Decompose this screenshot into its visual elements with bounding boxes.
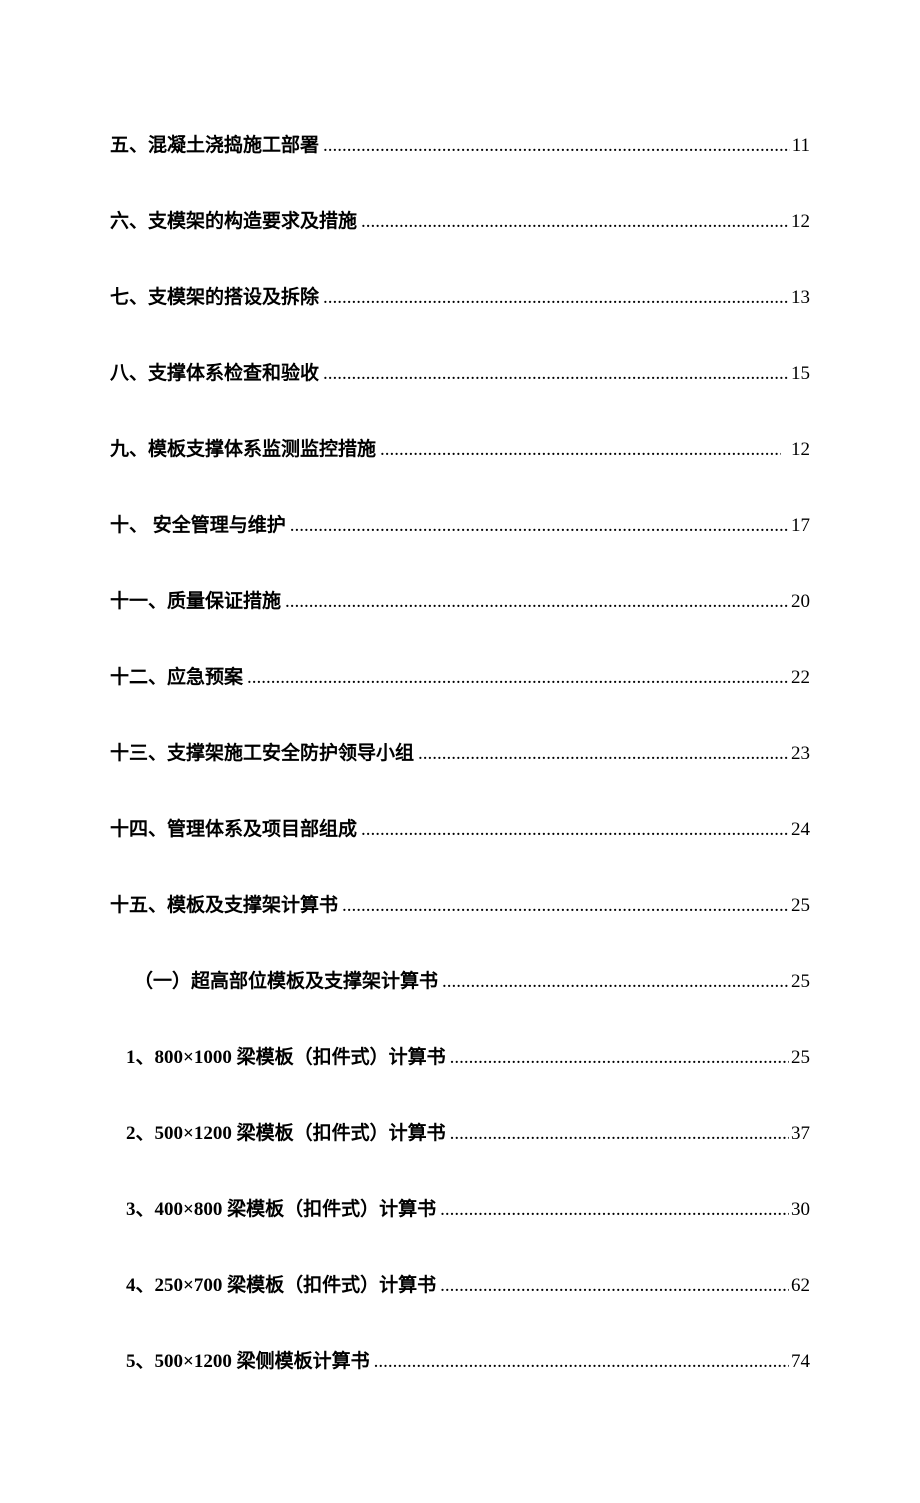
toc-page-number: 17 xyxy=(791,515,810,537)
toc-label: 十二、应急预案 xyxy=(110,662,243,689)
toc-leader-dots xyxy=(380,439,781,461)
toc-leader-dots xyxy=(450,1123,789,1145)
toc-leader-dots xyxy=(440,1275,789,1297)
toc-leader-dots xyxy=(247,667,789,689)
toc-entry: 九、模板支撑体系监测监控措施 12 xyxy=(110,434,810,461)
toc-label: 十四、管理体系及项目部组成 xyxy=(110,814,357,841)
toc-label: 5、500×1200 梁侧模板计算书 xyxy=(126,1346,370,1373)
toc-label: （一）超高部位模板及支撑架计算书 xyxy=(134,966,438,993)
toc-entry: 七、支模架的搭设及拆除 13 xyxy=(110,282,810,309)
toc-entry: 十、 安全管理与维护 17 xyxy=(110,510,810,537)
toc-leader-dots xyxy=(323,135,790,157)
toc-entry: 十一、质量保证措施 20 xyxy=(110,586,810,613)
toc-page-number: 24 xyxy=(791,819,810,841)
toc-page-number: 62 xyxy=(791,1275,810,1297)
toc-leader-dots xyxy=(374,1351,789,1373)
toc-page-number: 22 xyxy=(791,667,810,689)
toc-page-number: 25 xyxy=(791,895,810,917)
toc-page-number: 15 xyxy=(791,363,810,385)
toc-entry: 3、400×800 梁模板（扣件式）计算书 30 xyxy=(110,1194,810,1221)
toc-page-number: 12 xyxy=(791,211,810,233)
toc-entry: 5、500×1200 梁侧模板计算书 74 xyxy=(110,1346,810,1373)
toc-label: 八、支撑体系检查和验收 xyxy=(110,358,319,385)
toc-entry: 4、250×700 梁模板（扣件式）计算书 62 xyxy=(110,1270,810,1297)
toc-entry: （一）超高部位模板及支撑架计算书 25 xyxy=(110,966,810,993)
toc-label: 十五、模板及支撑架计算书 xyxy=(110,890,338,917)
toc-leader-dots xyxy=(450,1047,789,1069)
toc-page-number: 25 xyxy=(791,1047,810,1069)
toc-entry: 1、800×1000 梁模板（扣件式）计算书 25 xyxy=(110,1042,810,1069)
toc-label: 七、支模架的搭设及拆除 xyxy=(110,282,319,309)
toc-page-number: 37 xyxy=(791,1123,810,1145)
toc-entry: 十五、模板及支撑架计算书 25 xyxy=(110,890,810,917)
toc-leader-dots xyxy=(323,287,789,309)
toc-entry: 2、500×1200 梁模板（扣件式）计算书 37 xyxy=(110,1118,810,1145)
table-of-contents: 五、混凝土浇捣施工部署 11 六、支模架的构造要求及措施 12 七、支模架的搭设及拆除 1… xyxy=(110,130,810,1373)
toc-label: 十、 安全管理与维护 xyxy=(110,510,286,537)
toc-label: 2、500×1200 梁模板（扣件式）计算书 xyxy=(126,1118,446,1145)
toc-label: 六、支模架的构造要求及措施 xyxy=(110,206,357,233)
toc-entry: 八、支撑体系检查和验收 15 xyxy=(110,358,810,385)
toc-page-number: 12 xyxy=(783,439,810,461)
toc-page-number: 11 xyxy=(792,135,810,157)
toc-page-number: 23 xyxy=(791,743,810,765)
toc-leader-dots xyxy=(442,971,789,993)
toc-leader-dots xyxy=(440,1199,789,1221)
toc-label: 1、800×1000 梁模板（扣件式）计算书 xyxy=(126,1042,446,1069)
toc-entry: 五、混凝土浇捣施工部署 11 xyxy=(110,130,810,157)
toc-label: 十三、支撑架施工安全防护领导小组 xyxy=(110,738,414,765)
toc-label: 3、400×800 梁模板（扣件式）计算书 xyxy=(126,1194,436,1221)
toc-leader-dots xyxy=(290,515,789,537)
toc-leader-dots xyxy=(323,363,789,385)
document-page: 五、混凝土浇捣施工部署 11 六、支模架的构造要求及措施 12 七、支模架的搭设及拆除 1… xyxy=(0,0,920,1503)
toc-entry: 十三、支撑架施工安全防护领导小组 23 xyxy=(110,738,810,765)
toc-label: 4、250×700 梁模板（扣件式）计算书 xyxy=(126,1270,436,1297)
toc-leader-dots xyxy=(342,895,789,917)
toc-page-number: 13 xyxy=(791,287,810,309)
toc-leader-dots xyxy=(361,819,789,841)
toc-label: 五、混凝土浇捣施工部署 xyxy=(110,130,319,157)
toc-entry: 六、支模架的构造要求及措施 12 xyxy=(110,206,810,233)
toc-leader-dots xyxy=(361,211,789,233)
toc-page-number: 25 xyxy=(791,971,810,993)
toc-entry: 十二、应急预案 22 xyxy=(110,662,810,689)
toc-page-number: 74 xyxy=(791,1351,810,1373)
toc-label: 九、模板支撑体系监测监控措施 xyxy=(110,434,376,461)
toc-leader-dots xyxy=(418,743,789,765)
toc-leader-dots xyxy=(285,591,789,613)
toc-page-number: 20 xyxy=(791,591,810,613)
toc-entry: 十四、管理体系及项目部组成 24 xyxy=(110,814,810,841)
toc-label: 十一、质量保证措施 xyxy=(110,586,281,613)
toc-page-number: 30 xyxy=(791,1199,810,1221)
